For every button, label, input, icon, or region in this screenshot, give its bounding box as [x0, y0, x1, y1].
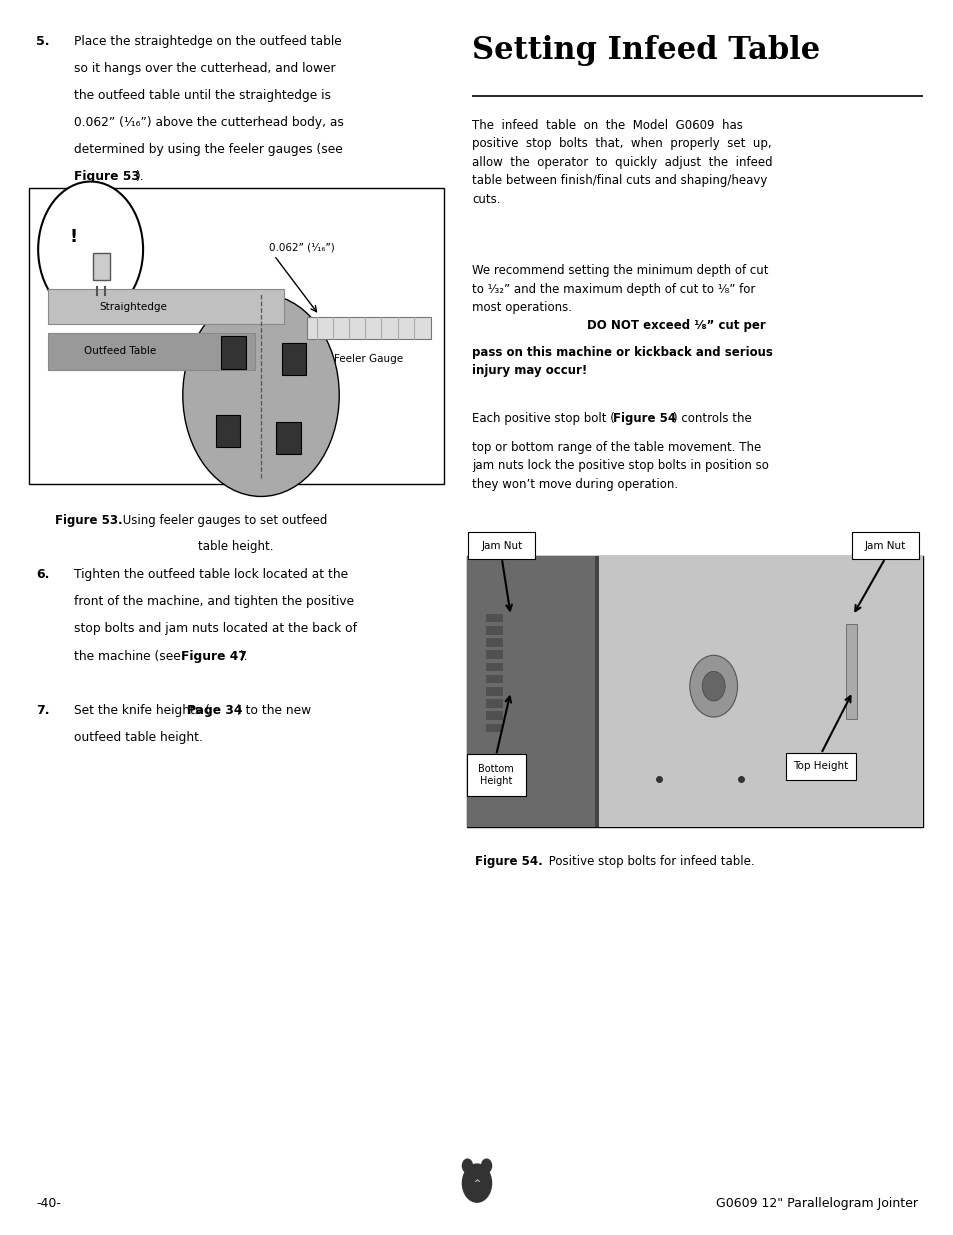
Text: determined by using the feeler gauges (see: determined by using the feeler gauges (s…	[74, 143, 343, 157]
FancyBboxPatch shape	[48, 333, 255, 370]
Text: 6.: 6.	[36, 568, 50, 582]
Circle shape	[689, 656, 737, 718]
Text: Using feeler gauges to set outfeed: Using feeler gauges to set outfeed	[119, 514, 327, 527]
Circle shape	[480, 1158, 492, 1173]
FancyBboxPatch shape	[851, 532, 918, 559]
Text: Figure 54: Figure 54	[613, 412, 676, 426]
FancyBboxPatch shape	[215, 415, 240, 447]
FancyBboxPatch shape	[486, 724, 503, 732]
Text: table height.: table height.	[198, 540, 274, 553]
Text: stop bolts and jam nuts located at the back of: stop bolts and jam nuts located at the b…	[74, 622, 357, 636]
FancyBboxPatch shape	[486, 711, 503, 720]
FancyBboxPatch shape	[467, 556, 595, 827]
FancyBboxPatch shape	[486, 662, 503, 672]
Text: 7.: 7.	[36, 704, 50, 718]
FancyBboxPatch shape	[466, 755, 525, 797]
Circle shape	[38, 182, 143, 317]
Text: G0609 12" Parallelogram Jointer: G0609 12" Parallelogram Jointer	[715, 1197, 917, 1210]
FancyBboxPatch shape	[48, 289, 284, 324]
Text: Figure 53.: Figure 53.	[55, 514, 123, 527]
Text: Page 34: Page 34	[187, 704, 242, 718]
FancyBboxPatch shape	[486, 651, 503, 659]
Text: Bottom
Height: Bottom Height	[477, 764, 514, 785]
Text: Set the knife heights (: Set the knife heights (	[74, 704, 211, 718]
Text: Figure 47: Figure 47	[181, 650, 247, 663]
Text: The  infeed  table  on  the  Model  G0609  has
positive  stop  bolts  that,  whe: The infeed table on the Model G0609 has …	[472, 119, 772, 205]
Text: We recommend setting the minimum depth of cut
to ¹⁄₃₂” and the maximum depth of : We recommend setting the minimum depth o…	[472, 264, 768, 314]
Text: DO NOT exceed ¹⁄₈” cut per: DO NOT exceed ¹⁄₈” cut per	[586, 319, 764, 332]
FancyBboxPatch shape	[595, 556, 598, 827]
FancyBboxPatch shape	[486, 699, 503, 708]
FancyBboxPatch shape	[486, 638, 503, 647]
Text: ).: ).	[239, 650, 248, 663]
Text: ) to the new: ) to the new	[236, 704, 311, 718]
Text: Top Height: Top Height	[793, 761, 848, 771]
FancyBboxPatch shape	[92, 253, 110, 280]
Text: Outfeed Table: Outfeed Table	[84, 347, 156, 357]
Text: Figure 54.: Figure 54.	[475, 855, 542, 868]
Text: Each positive stop bolt (: Each positive stop bolt (	[472, 412, 615, 426]
Text: Jam Nut: Jam Nut	[863, 541, 905, 551]
Text: the machine (see: the machine (see	[74, 650, 185, 663]
Text: !: !	[70, 228, 77, 246]
Text: the outfeed table until the straightedge is: the outfeed table until the straightedge…	[74, 89, 331, 103]
FancyBboxPatch shape	[486, 626, 503, 635]
Text: top or bottom range of the table movement. The
jam nuts lock the positive stop b: top or bottom range of the table movemen…	[472, 441, 768, 490]
Text: Positive stop bolts for infeed table.: Positive stop bolts for infeed table.	[544, 855, 754, 868]
Text: ).: ).	[135, 170, 144, 184]
FancyBboxPatch shape	[306, 316, 431, 338]
Circle shape	[461, 1163, 492, 1203]
FancyBboxPatch shape	[486, 614, 503, 622]
Text: ) controls the: ) controls the	[672, 412, 751, 426]
FancyBboxPatch shape	[29, 188, 443, 484]
Text: outfeed table height.: outfeed table height.	[74, 731, 203, 745]
Text: Figure 53: Figure 53	[74, 170, 140, 184]
Circle shape	[183, 294, 339, 496]
FancyBboxPatch shape	[221, 336, 246, 368]
Text: -40-: -40-	[36, 1197, 61, 1210]
Text: Setting Infeed Table: Setting Infeed Table	[472, 35, 820, 65]
FancyBboxPatch shape	[468, 532, 535, 559]
Text: pass on this machine or kickback and serious
injury may occur!: pass on this machine or kickback and ser…	[472, 346, 772, 378]
Circle shape	[701, 672, 724, 701]
Text: 0.062” (¹⁄₁₆”) above the cutterhead body, as: 0.062” (¹⁄₁₆”) above the cutterhead body…	[74, 116, 344, 130]
FancyBboxPatch shape	[276, 422, 301, 454]
FancyBboxPatch shape	[597, 556, 923, 827]
FancyBboxPatch shape	[467, 556, 923, 621]
FancyBboxPatch shape	[486, 674, 503, 683]
Text: 5.: 5.	[36, 35, 50, 48]
Text: Place the straightedge on the outfeed table: Place the straightedge on the outfeed ta…	[74, 35, 342, 48]
Text: Tighten the outfeed table lock located at the: Tighten the outfeed table lock located a…	[74, 568, 348, 582]
Text: Straightedge: Straightedge	[99, 301, 167, 311]
FancyBboxPatch shape	[785, 752, 856, 779]
Circle shape	[461, 1158, 473, 1173]
Text: ^: ^	[473, 1178, 480, 1188]
Text: 0.062” (¹⁄₁₆”): 0.062” (¹⁄₁₆”)	[269, 243, 335, 253]
FancyBboxPatch shape	[486, 687, 503, 695]
Text: Feeler Gauge: Feeler Gauge	[334, 353, 403, 363]
Text: front of the machine, and tighten the positive: front of the machine, and tighten the po…	[74, 595, 355, 609]
Text: Jam Nut: Jam Nut	[480, 541, 522, 551]
Text: so it hangs over the cutterhead, and lower: so it hangs over the cutterhead, and low…	[74, 62, 335, 75]
FancyBboxPatch shape	[467, 556, 923, 827]
FancyBboxPatch shape	[845, 624, 857, 719]
FancyBboxPatch shape	[281, 343, 306, 375]
